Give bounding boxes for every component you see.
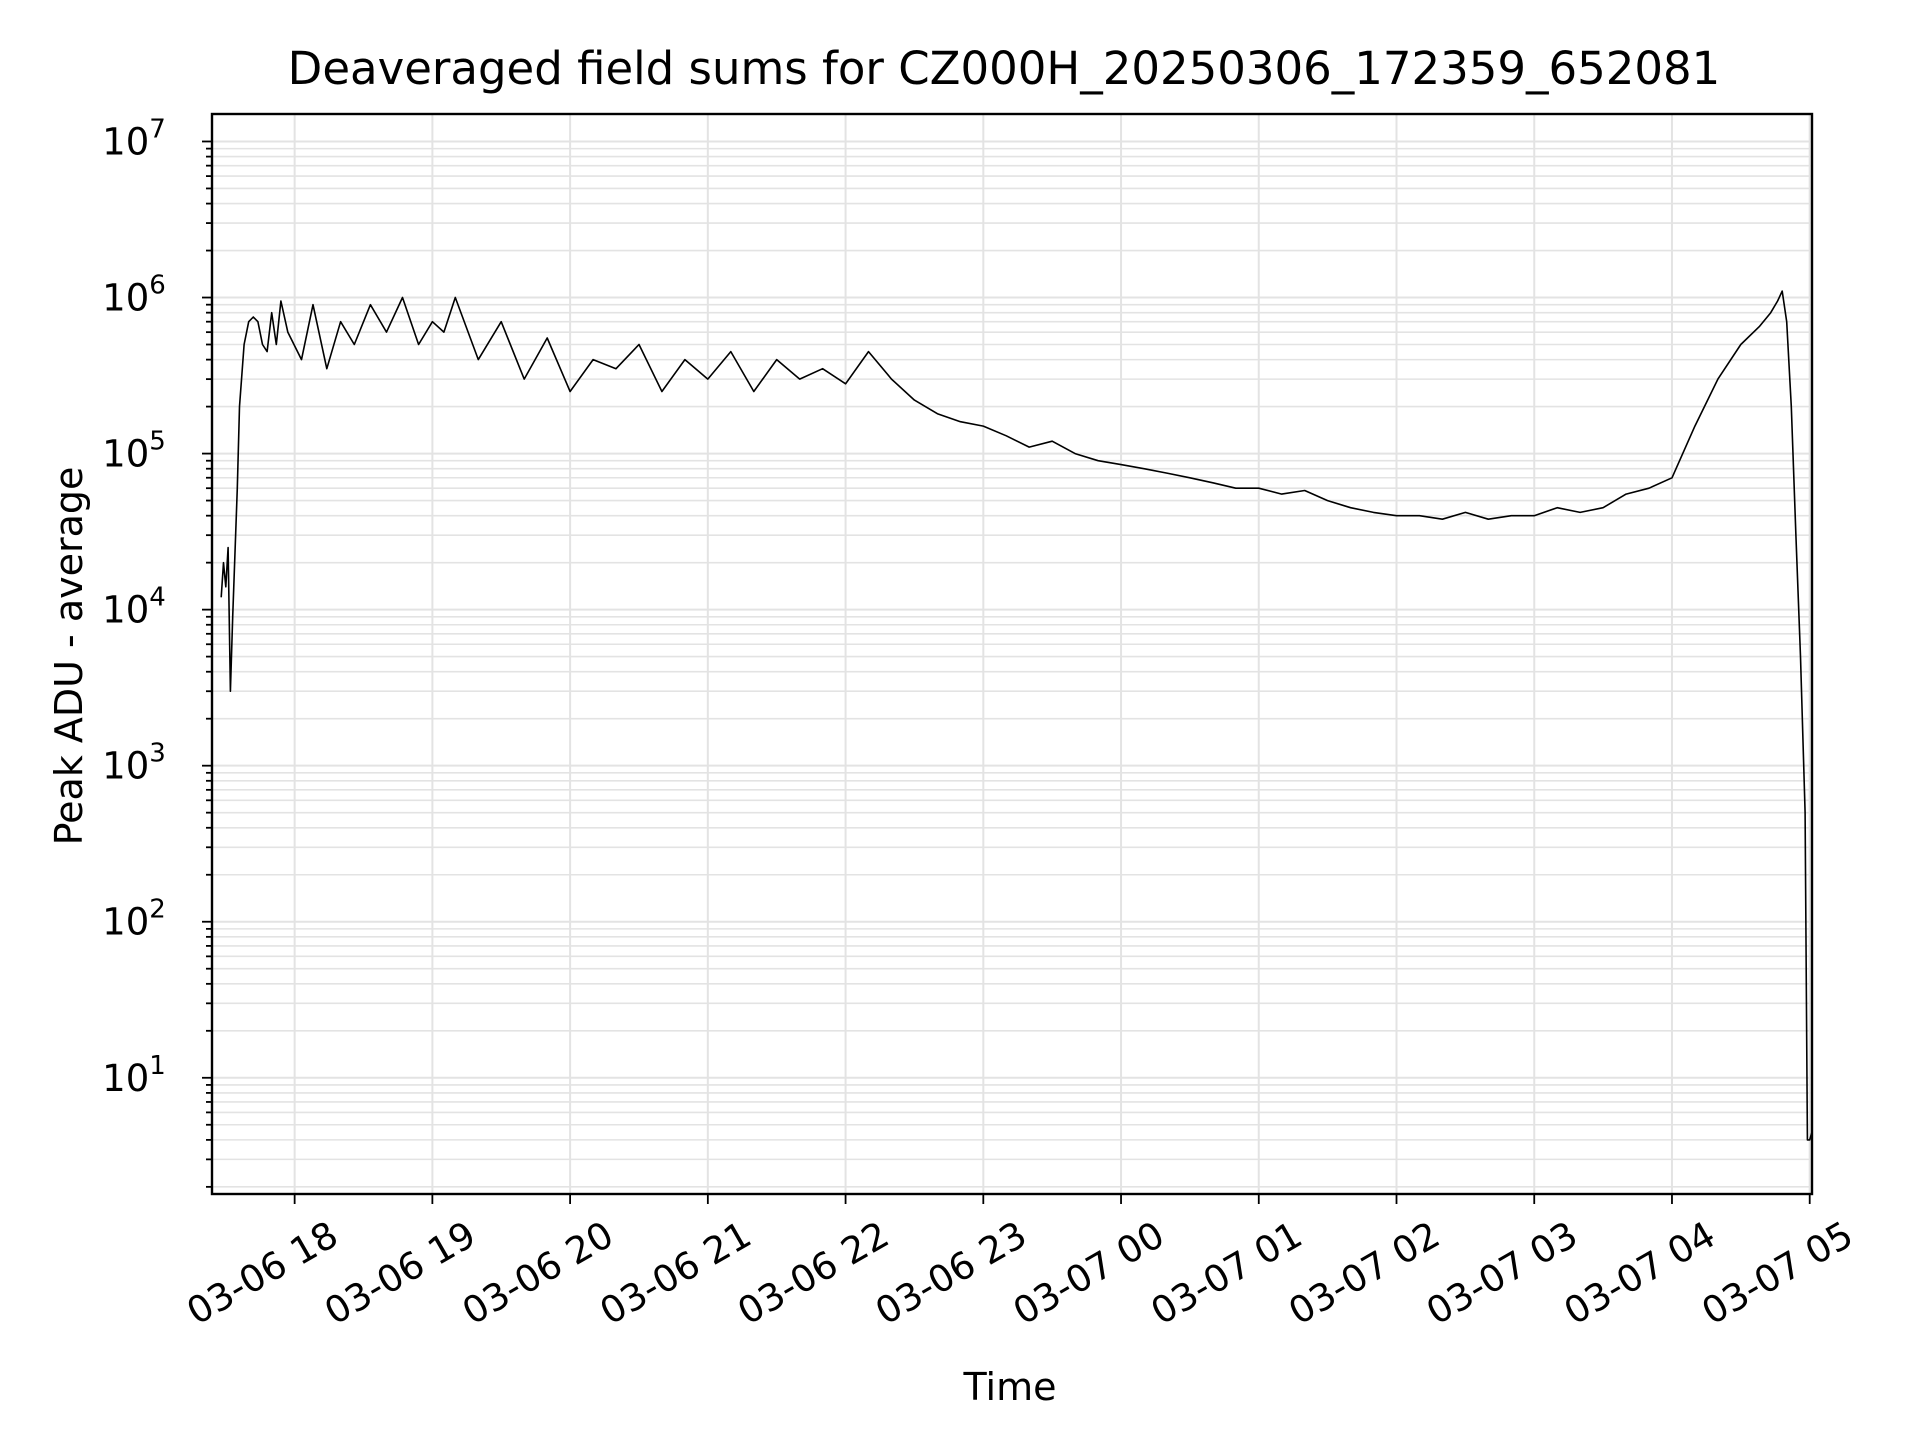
y-tick-exponent: 4 xyxy=(149,583,166,613)
series-line xyxy=(220,290,1813,1141)
y-tick-label: 107 xyxy=(102,114,166,163)
y-tick-exponent: 2 xyxy=(149,895,166,925)
y-tick-base: 10 xyxy=(102,589,149,632)
grid-lines xyxy=(212,114,1812,1194)
y-tick-label: 103 xyxy=(102,739,166,788)
y-tick-base: 10 xyxy=(102,1057,149,1100)
chart-title: Deaveraged field sums for CZ000H_2025030… xyxy=(288,42,1721,95)
y-tick-base: 10 xyxy=(102,745,149,788)
y-tick-exponent: 6 xyxy=(149,271,166,301)
y-tick-label: 106 xyxy=(102,271,166,320)
y-tick-label: 101 xyxy=(102,1051,166,1100)
y-tick-label: 102 xyxy=(102,895,166,944)
y-tick-exponent: 5 xyxy=(149,427,166,457)
y-tick-label: 104 xyxy=(102,583,166,632)
plot-frame xyxy=(210,112,1814,1196)
y-tick-base: 10 xyxy=(102,433,149,476)
data-series xyxy=(220,290,1813,1141)
y-tick-exponent: 7 xyxy=(149,114,166,144)
y-tick-base: 10 xyxy=(102,120,149,163)
y-tick-label: 105 xyxy=(102,427,166,476)
x-axis-label: Time xyxy=(963,1365,1057,1409)
y-tick-base: 10 xyxy=(102,277,149,320)
y-tick-exponent: 3 xyxy=(149,739,166,769)
y-axis-label: Peak ADU - average xyxy=(47,467,91,846)
y-tick-exponent: 1 xyxy=(149,1051,166,1081)
y-tick-base: 10 xyxy=(102,901,149,944)
